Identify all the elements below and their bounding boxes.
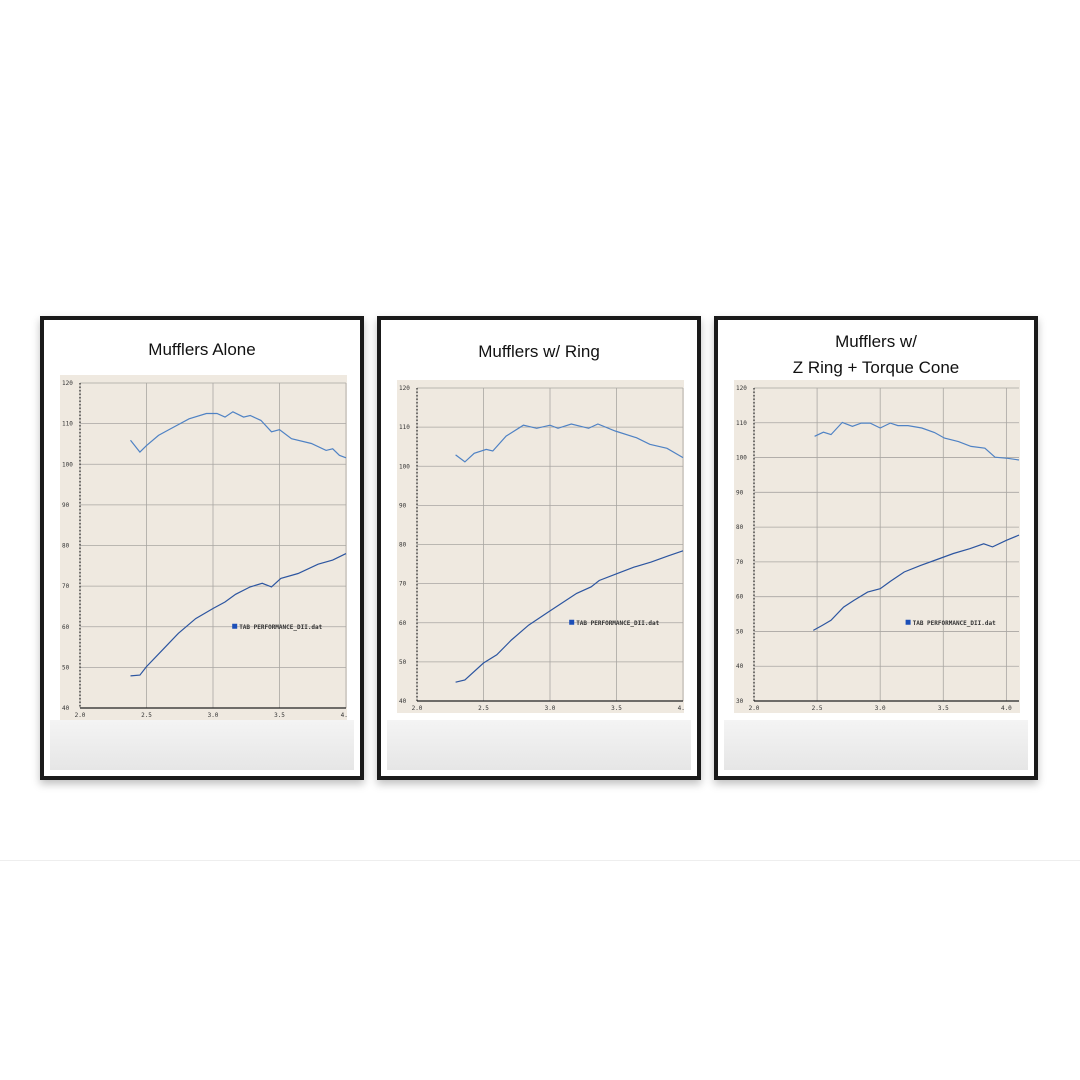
y-tick-label: 30	[736, 698, 744, 705]
y-tick-label: 100	[62, 461, 73, 468]
dyno-chart-1: 120 110 100 90 80 70 60 50 40 2.0 2.5 3.0 3.5 4.0 TAB …	[60, 375, 347, 720]
legend-label: TAB PERFORMANCE_DII.dat	[576, 620, 659, 627]
x-tick-label: 4.0	[1001, 705, 1012, 712]
poster-frame-2: Mufflers w/ Ring 120 110 100 90 80 70 60 50 40 2.…	[377, 316, 701, 780]
y-tick-label: 80	[399, 542, 407, 549]
poster-bottom-margin	[724, 720, 1028, 770]
floor-line	[0, 860, 1080, 861]
chart-svg: 120 110 100 90 80 70 60 50 40 30 2.0 2.5 3.0 3.5 4.0 TA…	[736, 385, 1020, 712]
y-tick-label: 60	[399, 620, 407, 627]
y-tick-label: 40	[736, 663, 744, 670]
poster-bottom-margin	[387, 720, 691, 770]
poster-title-line-1: Mufflers w/	[835, 332, 917, 351]
x-tick-label: 2.0	[749, 705, 760, 712]
lower-curve	[455, 550, 684, 683]
y-tick-label: 50	[62, 664, 70, 671]
y-tick-label: 90	[736, 489, 744, 496]
y-tick-label: 70	[736, 559, 744, 566]
y-tick-label: 120	[399, 385, 410, 392]
poster-bottom-margin	[50, 720, 354, 770]
dyno-chart-2: 120 110 100 90 80 70 60 50 40 2.0 2.5 3.0 3.5 4.0 TAB …	[397, 380, 684, 713]
y-tick-label: 80	[736, 524, 744, 531]
lower-curve	[130, 553, 347, 677]
y-tick-label: 90	[399, 502, 407, 509]
x-tick-label: 3.5	[274, 712, 285, 719]
poster-title: Mufflers w/ Ring	[478, 342, 600, 361]
y-tick-label: 50	[399, 659, 407, 666]
lower-curve	[813, 534, 1020, 631]
poster-title-line-2: Z Ring + Torque Cone	[792, 358, 960, 377]
legend-swatch	[232, 623, 238, 629]
y-tick-label: 110	[62, 421, 73, 428]
x-tick-label: 2.5	[812, 705, 823, 712]
y-tick-label: 80	[62, 543, 70, 550]
y-tick-label: 120	[736, 385, 747, 392]
x-tick-label: 3.5	[938, 705, 949, 712]
x-tick-label: 4.0	[341, 712, 347, 719]
y-tick-label: 50	[736, 628, 744, 635]
x-tick-label: 3.0	[545, 705, 556, 712]
legend-swatch	[569, 619, 575, 625]
chart-svg: 120 110 100 90 80 70 60 50 40 2.0 2.5 3.0 3.5 4.0 TAB …	[399, 385, 684, 712]
y-tick-label: 90	[62, 502, 70, 509]
poster-title: Mufflers Alone	[148, 340, 256, 359]
y-tick-label: 110	[399, 424, 410, 431]
y-tick-label: 40	[62, 705, 70, 712]
upper-curve	[455, 423, 684, 463]
y-tick-label: 60	[736, 594, 744, 601]
x-tick-label: 2.0	[75, 712, 86, 719]
x-tick-label: 4.0	[678, 705, 684, 712]
x-tick-label: 3.5	[611, 705, 622, 712]
x-tick-label: 2.0	[412, 705, 423, 712]
upper-curve	[130, 411, 347, 459]
y-tick-label: 120	[62, 380, 73, 387]
y-tick-label: 110	[736, 420, 747, 427]
dyno-chart-3: 120 110 100 90 80 70 60 50 40 30 2.0 2.5 3.0 3.5 4.0 TA…	[734, 380, 1020, 713]
upper-curve	[814, 421, 1020, 461]
y-tick-label: 60	[62, 624, 70, 631]
y-tick-label: 70	[62, 583, 70, 590]
poster-frame-3: Mufflers w/ Z Ring + Torque Cone 120 110 1…	[714, 316, 1038, 780]
poster-frame-1: Mufflers Alone 120 110 100 90 80 70 60 50 40 2.0 2…	[40, 316, 364, 780]
legend-label: TAB PERFORMANCE_DII.dat	[239, 624, 322, 631]
y-tick-label: 100	[736, 455, 747, 462]
x-tick-label: 3.0	[208, 712, 219, 719]
y-tick-label: 100	[399, 463, 410, 470]
x-tick-label: 3.0	[875, 705, 886, 712]
legend-label: TAB PERFORMANCE_DII.dat	[913, 620, 996, 627]
x-tick-label: 2.5	[141, 712, 152, 719]
x-tick-label: 2.5	[478, 705, 489, 712]
y-tick-label: 40	[399, 698, 407, 705]
y-tick-label: 70	[399, 581, 407, 588]
legend-swatch	[905, 619, 911, 625]
chart-svg: 120 110 100 90 80 70 60 50 40 2.0 2.5 3.0 3.5 4.0 TAB …	[62, 380, 347, 719]
